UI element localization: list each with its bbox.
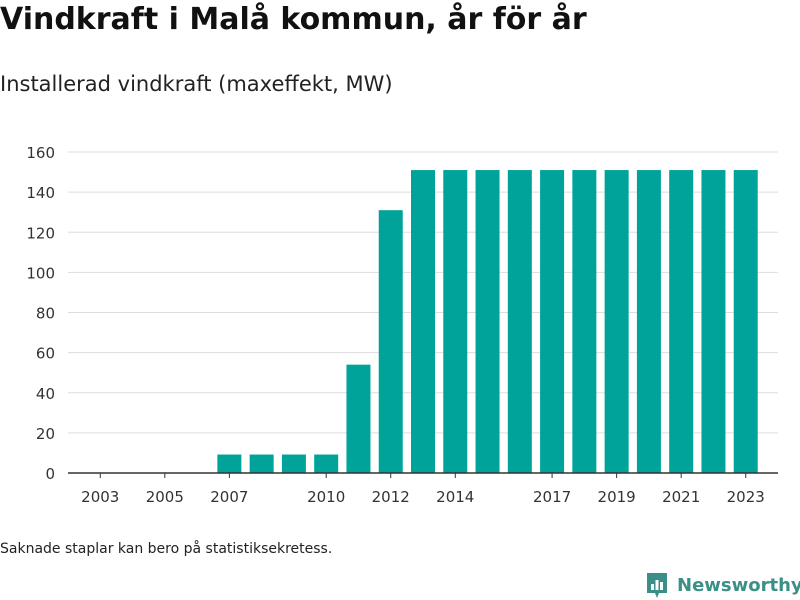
x-tick-label: 2019	[598, 488, 636, 506]
bar	[701, 170, 726, 473]
x-tick-label: 2010	[307, 488, 345, 506]
x-tick-label: 2017	[533, 488, 571, 506]
bar	[378, 210, 403, 473]
y-axis-tick-labels: 0 20 40 60 80 100 120 140 160	[26, 144, 55, 483]
chart-subtitle: Installerad vindkraft (maxeffekt, MW)	[0, 72, 393, 96]
bars	[217, 170, 758, 473]
y-tick-label: 160	[26, 144, 55, 162]
x-tick-label: 2012	[372, 488, 410, 506]
y-tick-label: 120	[26, 224, 55, 242]
footnote: Saknade staplar kan bero på statistiksek…	[0, 541, 333, 557]
bar	[475, 170, 500, 473]
y-tick-label: 80	[36, 305, 55, 323]
bar	[636, 170, 661, 473]
bar	[733, 170, 758, 473]
y-tick-label: 60	[36, 345, 55, 363]
chart-title: Vindkraft i Malå kommun, år för år	[0, 2, 587, 37]
bar	[217, 454, 242, 473]
bar	[443, 170, 468, 473]
x-tick-label: 2005	[146, 488, 184, 506]
y-tick-label: 0	[45, 465, 55, 483]
newsworthy-logo-text: Newsworthy	[677, 574, 800, 596]
x-tick-label: 2014	[436, 488, 474, 506]
y-tick-label: 100	[26, 264, 55, 282]
x-tick-label: 2007	[210, 488, 248, 506]
x-tick-label: 2023	[727, 488, 765, 506]
bar	[314, 454, 339, 473]
bar	[669, 170, 694, 473]
bar	[249, 454, 274, 473]
bar	[540, 170, 565, 473]
bar	[507, 170, 532, 473]
bar	[411, 170, 435, 473]
x-tick-label: 2021	[662, 488, 700, 506]
newsworthy-logo-icon	[647, 573, 667, 598]
bar	[281, 454, 306, 473]
bar	[346, 364, 371, 473]
y-tick-label: 40	[36, 385, 55, 403]
bar	[572, 170, 597, 473]
newsworthy-logo[interactable]: Newsworthy	[645, 570, 800, 600]
x-axis-tick-labels: 2003 2005 2007 2010 2012 2014 2017 2019 2021 2023	[81, 473, 765, 506]
y-tick-label: 20	[36, 425, 55, 443]
y-tick-label: 140	[26, 184, 55, 202]
x-tick-label: 2003	[81, 488, 119, 506]
bar	[604, 170, 629, 473]
